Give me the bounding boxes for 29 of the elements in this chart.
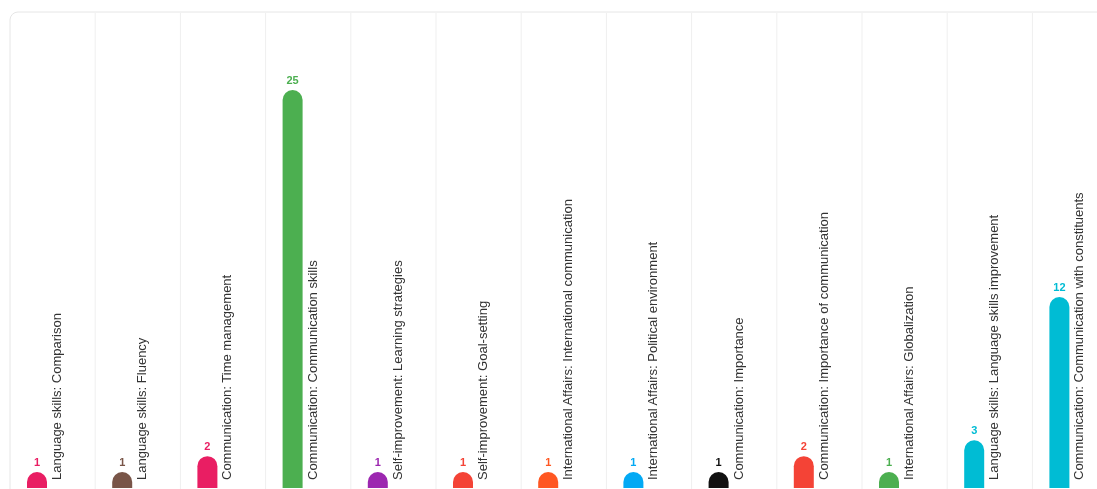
data-label: 2	[204, 440, 211, 453]
x-tick-label: Self-improvement: Goal-setting	[475, 300, 490, 480]
x-tick-label: Language skills: Comparison	[49, 313, 64, 480]
data-label: 1	[119, 456, 126, 469]
x-tick-label: Language skills: Fluency	[134, 337, 150, 480]
x-tick-label: International Affairs: Political environment	[645, 241, 661, 480]
x-tick-label: Language skills: Language skills improvement	[986, 214, 1002, 480]
x-tick-label: Communication: Communication skills	[304, 259, 320, 480]
data-label: 25	[286, 74, 299, 86]
x-tick-label: International Affairs: Globalization	[901, 286, 916, 480]
data-label: 1	[545, 456, 552, 469]
data-label: 12	[1053, 280, 1066, 293]
x-tick-label: Communication: Importance	[730, 317, 746, 480]
x-tick-label: Self-improvement: Learning strategies	[389, 259, 405, 480]
data-label: 1	[459, 456, 467, 469]
data-label: 1	[885, 456, 893, 469]
data-label: 1	[630, 456, 637, 469]
x-tick-label: Communication: Importance of communication	[815, 211, 831, 480]
data-label: 1	[715, 456, 722, 469]
x-tick-label: International Affairs: International communication	[560, 199, 576, 480]
data-label: 1	[374, 456, 381, 469]
bar	[1049, 296, 1070, 488]
bar	[964, 440, 985, 488]
x-tick-label: Communication: Communication with constituents	[1071, 191, 1087, 480]
data-label: 2	[800, 440, 807, 453]
bar	[282, 90, 303, 488]
x-tick-label: Communication: Time management	[219, 274, 235, 480]
data-label: 3	[971, 424, 978, 437]
data-label: 1	[33, 456, 41, 469]
